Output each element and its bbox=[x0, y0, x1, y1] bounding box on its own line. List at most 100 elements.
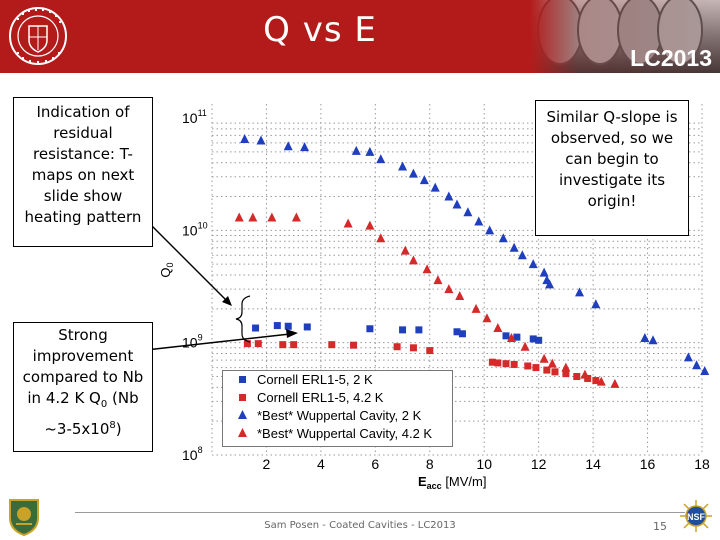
data-point-triangle bbox=[376, 233, 386, 243]
legend-item: *Best* Wuppertal Cavity, 2 K bbox=[223, 407, 452, 425]
group-brace bbox=[235, 295, 251, 343]
data-point-triangle bbox=[596, 376, 606, 386]
x-tick-labels: 2 4 6 8 10 12 14 16 18 bbox=[263, 456, 710, 472]
y-tick-label: 108 bbox=[182, 445, 203, 463]
data-point-triangle bbox=[444, 284, 454, 294]
data-point-triangle bbox=[422, 264, 432, 274]
arrow-residual-head bbox=[222, 296, 232, 306]
data-point-triangle bbox=[561, 362, 571, 372]
chart-legend: Cornell ERL1-5, 2 K Cornell ERL1-5, 4.2 … bbox=[222, 370, 453, 447]
data-point-square bbox=[532, 364, 540, 372]
legend-label: Cornell ERL1-5, 4.2 K bbox=[257, 390, 384, 405]
data-point-triangle bbox=[640, 333, 650, 343]
callout-text: ~3-5x10 bbox=[44, 420, 110, 438]
callout-line: Strong bbox=[58, 326, 108, 344]
data-point-square bbox=[488, 358, 496, 366]
data-point-square bbox=[279, 341, 287, 349]
callout-line: Similar Q-slope is bbox=[546, 108, 678, 126]
callout-subscript: 0 bbox=[100, 399, 108, 410]
data-point-triangle bbox=[267, 212, 277, 222]
data-point-square bbox=[252, 324, 260, 332]
data-point-square bbox=[458, 330, 466, 338]
triangle-marker-icon bbox=[238, 428, 247, 437]
data-point-triangle bbox=[474, 216, 484, 226]
y-tick-label: 1010 bbox=[182, 220, 208, 238]
data-point-triangle bbox=[547, 358, 557, 368]
data-point-triangle bbox=[444, 191, 454, 201]
data-point-square bbox=[535, 336, 543, 344]
data-point-triangle bbox=[291, 212, 301, 222]
data-point-square bbox=[529, 335, 537, 343]
conference-label: LC2013 bbox=[630, 45, 712, 71]
callout-q-slope: Similar Q-slope is observed, so we can b… bbox=[535, 100, 689, 236]
data-point-triangle bbox=[300, 142, 310, 152]
data-point-triangle bbox=[471, 303, 481, 313]
data-point-triangle bbox=[234, 212, 244, 222]
legend-item: *Best* Wuppertal Cavity, 4.2 K bbox=[223, 425, 452, 443]
data-point-triangle bbox=[517, 250, 527, 260]
legend-label: *Best* Wuppertal Cavity, 2 K bbox=[257, 408, 422, 423]
arrow-improvement-head bbox=[286, 329, 298, 338]
x-tick-label: 16 bbox=[640, 456, 656, 472]
data-point-triangle bbox=[683, 352, 693, 362]
data-point-square bbox=[254, 340, 262, 348]
data-point-triangle bbox=[498, 233, 508, 243]
data-point-triangle bbox=[545, 279, 555, 289]
square-marker-icon bbox=[239, 376, 246, 383]
y-tick-labels: 1011 1010 109 108 bbox=[182, 108, 208, 463]
data-point-triangle bbox=[455, 291, 465, 301]
data-point-square bbox=[551, 368, 559, 376]
data-point-square bbox=[243, 340, 251, 348]
x-tick-label: 4 bbox=[317, 456, 325, 472]
data-point-square bbox=[366, 325, 374, 333]
data-point-square bbox=[350, 341, 358, 349]
data-point-triangle bbox=[398, 161, 408, 171]
data-point-triangle bbox=[580, 369, 590, 379]
data-point-triangle bbox=[463, 207, 473, 217]
callout-residual-resistance: Indication of residual resistance: T- ma… bbox=[13, 97, 153, 247]
data-point-triangle bbox=[575, 287, 584, 297]
data-point-triangle bbox=[248, 212, 258, 222]
callout-line: in 4.2 K Q0 (Nb bbox=[14, 388, 152, 415]
slide-title: Q vs E bbox=[263, 10, 377, 50]
data-point-triangle bbox=[419, 175, 429, 185]
svg-text:NSF: NSF bbox=[687, 512, 706, 522]
x-tick-label: 12 bbox=[531, 456, 547, 472]
legend-item: Cornell ERL1-5, 4.2 K bbox=[223, 389, 452, 407]
x-tick-label: 2 bbox=[263, 456, 271, 472]
data-point-square bbox=[524, 362, 532, 370]
arrow-residual bbox=[145, 219, 227, 301]
data-point-square bbox=[273, 322, 281, 330]
data-point-triangle bbox=[400, 245, 410, 255]
callout-line: compared to Nb bbox=[22, 368, 144, 386]
data-point-square bbox=[453, 328, 461, 336]
callout-improvement: Strong improvement compared to Nb in 4.2… bbox=[13, 322, 153, 452]
slide-header: Q vs E LC2013 bbox=[0, 0, 720, 73]
callout-text: ) bbox=[115, 420, 122, 438]
data-point-triangle bbox=[433, 275, 443, 285]
data-point-square bbox=[290, 341, 298, 349]
callout-text: (Nb bbox=[107, 389, 139, 407]
data-point-triangle bbox=[376, 154, 386, 164]
square-marker-icon bbox=[239, 394, 246, 401]
data-point-square bbox=[426, 347, 434, 355]
data-point-square bbox=[328, 341, 336, 349]
data-point-triangle bbox=[482, 313, 492, 323]
y-axis-label: Q0 bbox=[158, 262, 175, 277]
callout-line: ~3-5x108) bbox=[14, 415, 152, 440]
legend-label: *Best* Wuppertal Cavity, 4.2 K bbox=[257, 426, 433, 441]
data-point-triangle bbox=[700, 365, 710, 375]
x-tick-label: 8 bbox=[426, 456, 434, 472]
footer-text: Sam Posen - Coated Cavities - LC2013 bbox=[264, 520, 456, 531]
callout-line: origin! bbox=[587, 192, 637, 210]
x-tick-label: 14 bbox=[585, 456, 601, 472]
callout-superscript: 8 bbox=[109, 420, 116, 431]
cornell-seal-logo bbox=[9, 7, 67, 65]
data-point-triangle bbox=[351, 145, 361, 155]
callout-line: slide show bbox=[43, 187, 123, 205]
callout-line: can begin to bbox=[565, 150, 659, 168]
x-tick-label: 18 bbox=[694, 456, 710, 472]
data-point-triangle bbox=[692, 360, 702, 370]
nsf-logo: NSF bbox=[680, 500, 712, 532]
data-point-square bbox=[502, 360, 510, 368]
